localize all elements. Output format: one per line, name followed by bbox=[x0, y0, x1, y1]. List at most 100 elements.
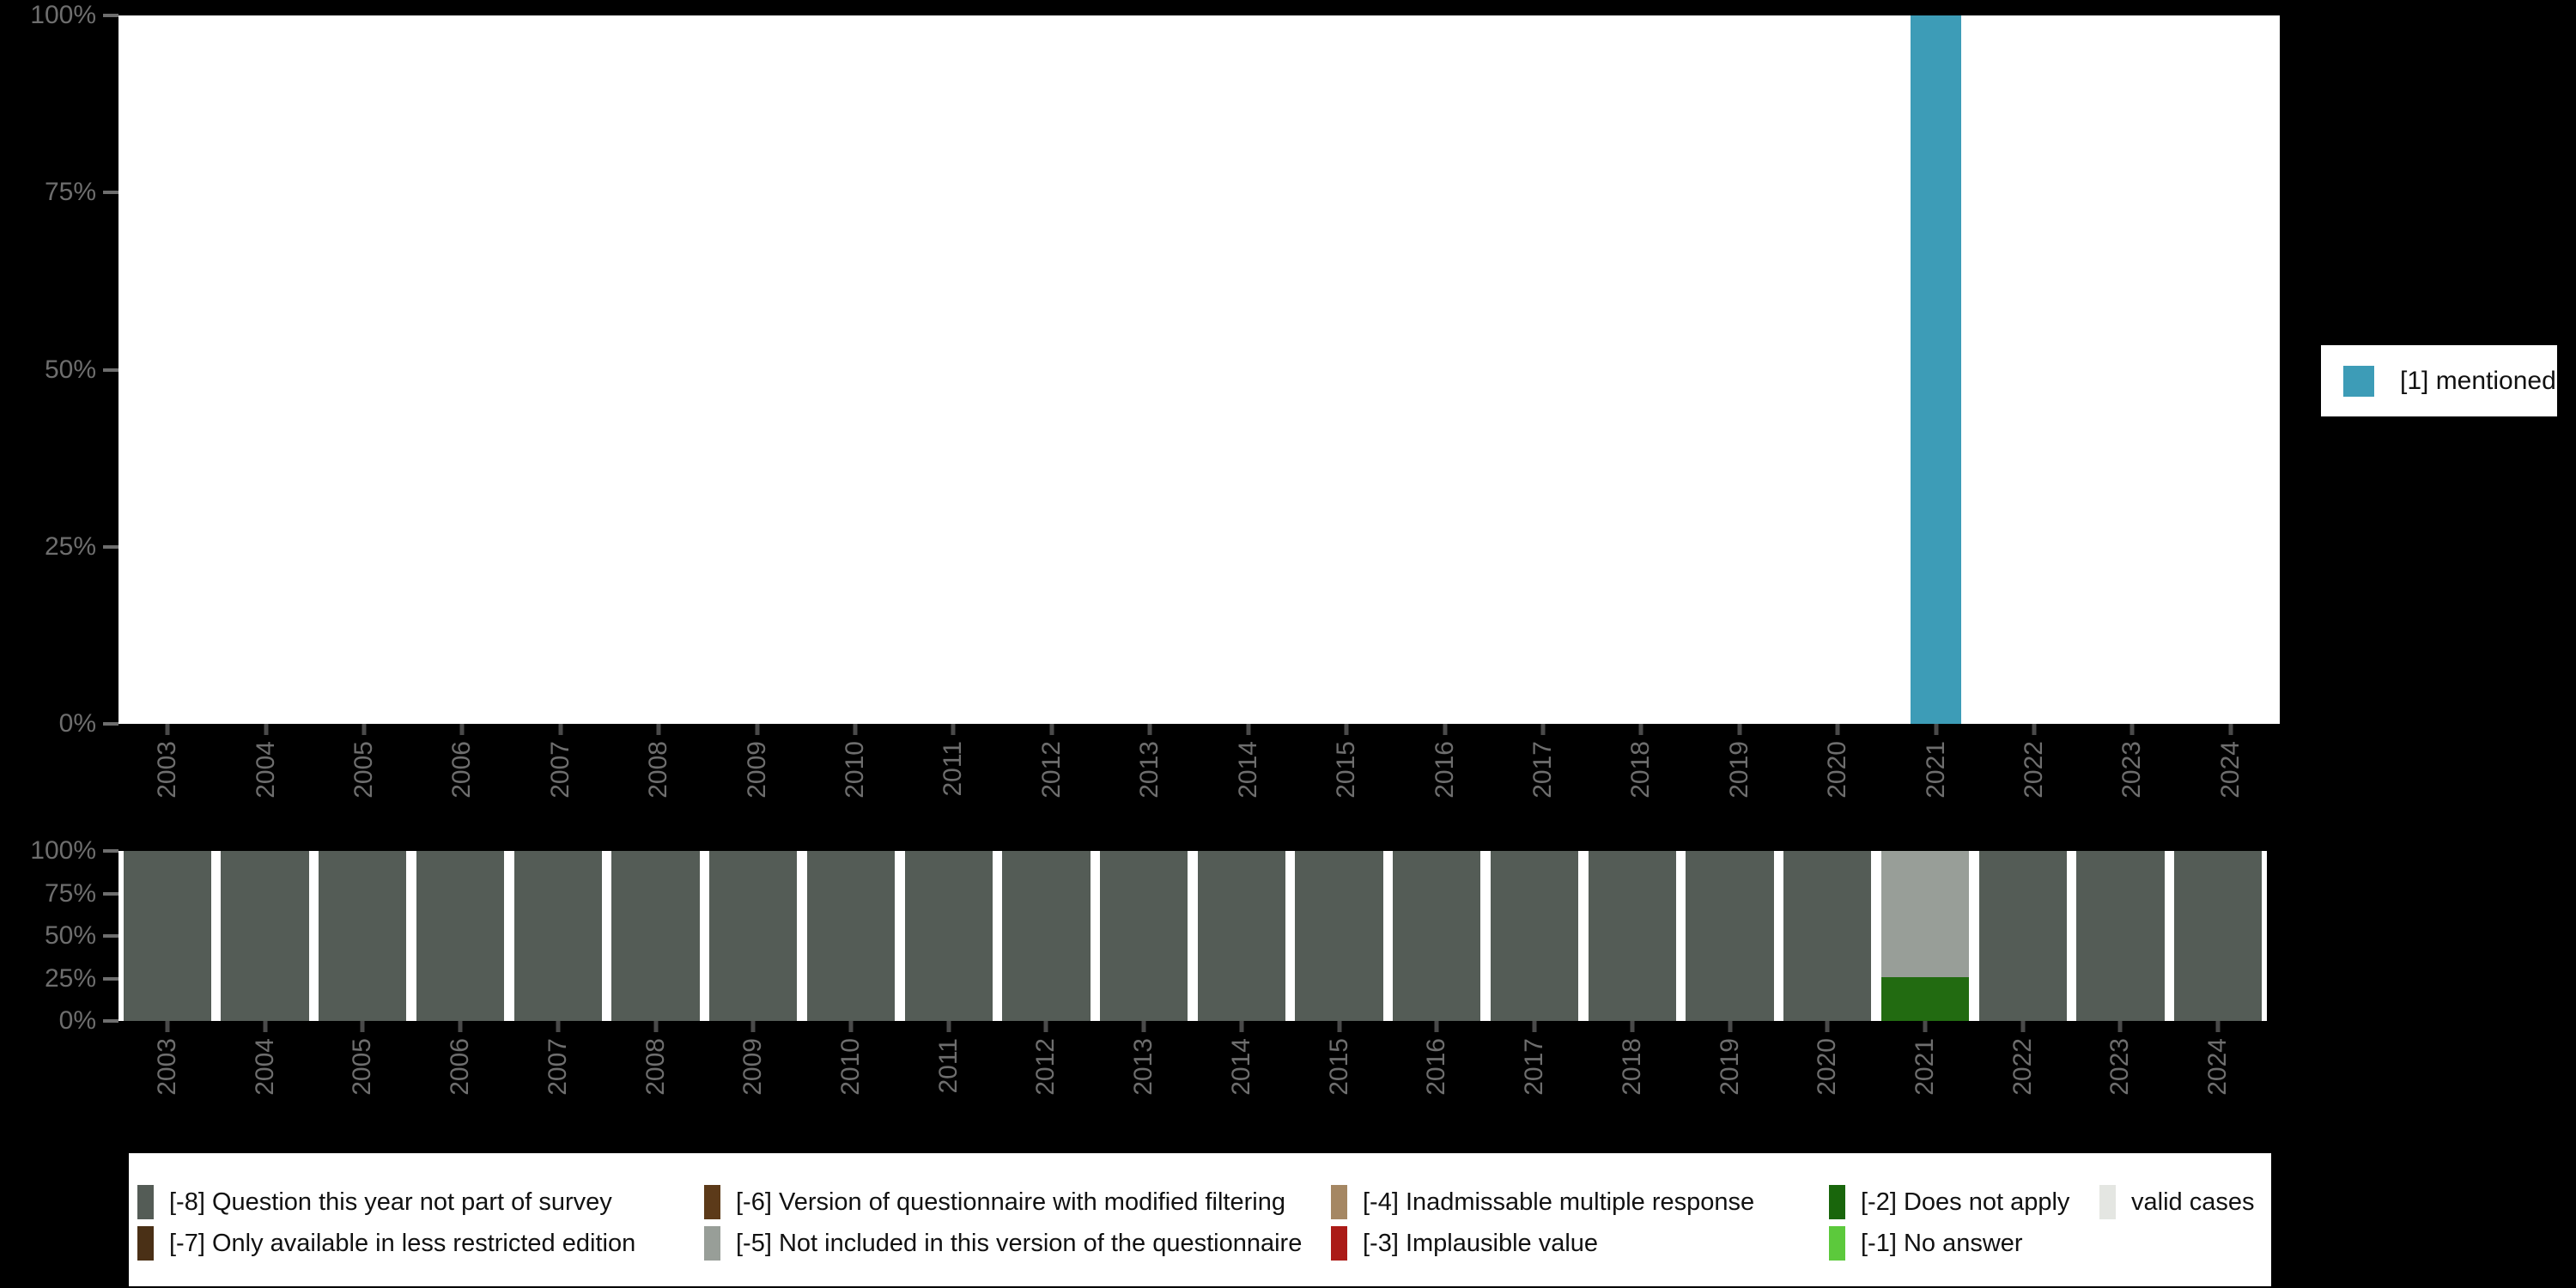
missing-values-column bbox=[221, 851, 309, 1021]
legend-swatch bbox=[2099, 1185, 2116, 1219]
missing-values-column bbox=[513, 851, 602, 1021]
main-chart-x-tick bbox=[361, 724, 367, 735]
legend-item: [-7] Only available in less restricted e… bbox=[137, 1226, 635, 1261]
main-chart-bar bbox=[1910, 15, 1962, 724]
missing-values-column bbox=[1588, 851, 1676, 1021]
main-chart-y-tick-label: 75% bbox=[44, 178, 96, 207]
legend-item: [-8] Question this year not part of surv… bbox=[137, 1185, 612, 1219]
missing-values-segment bbox=[2173, 851, 2263, 1021]
main-chart-x-tick-label: 2003 bbox=[153, 741, 182, 799]
missing-values-x-tick bbox=[653, 1021, 658, 1032]
main-chart-x-tick-label: 2005 bbox=[349, 741, 379, 799]
legend-item-label: valid cases bbox=[2131, 1188, 2255, 1216]
legend-swatch bbox=[1331, 1226, 1347, 1261]
missing-values-column bbox=[1002, 851, 1091, 1021]
missing-values-x-tick bbox=[946, 1021, 951, 1032]
missing-values-x-tick-label: 2018 bbox=[1617, 1038, 1646, 1096]
main-chart-y-tick bbox=[103, 544, 118, 549]
main-chart-x-tick-label: 2023 bbox=[2117, 741, 2147, 799]
main-chart-x-tick bbox=[558, 724, 563, 735]
main-chart-y-tick bbox=[103, 722, 118, 726]
missing-values-x-tick-label: 2020 bbox=[1813, 1038, 1842, 1096]
missing-values-panel: 0% 25% 50% 75% 100% 2003 2004 2005 2006 2007 2008… bbox=[0, 836, 2284, 1112]
main-chart-x-tick bbox=[1540, 724, 1546, 735]
missing-values-segment bbox=[1099, 851, 1188, 1021]
main-chart-y-tick-label: 50% bbox=[44, 355, 96, 384]
main-chart-x-tick bbox=[1934, 724, 1939, 735]
legend-item-label: [-2] Does not apply bbox=[1861, 1188, 2070, 1216]
main-chart-x-tick-label: 2008 bbox=[644, 741, 673, 799]
missing-values-x-tick-label: 2010 bbox=[835, 1038, 865, 1096]
missing-values-segment bbox=[1393, 851, 1481, 1021]
missing-values-plot-area bbox=[118, 851, 2267, 1021]
missing-values-segment bbox=[1783, 851, 1872, 1021]
missing-values-column bbox=[709, 851, 798, 1021]
main-chart-x-tick-label: 2017 bbox=[1528, 741, 1557, 799]
main-chart-y-axis: 0% 25% 50% 75% 100% bbox=[0, 0, 118, 739]
missing-values-segment bbox=[611, 851, 700, 1021]
missing-values-x-tick-label: 2009 bbox=[738, 1038, 768, 1096]
legend-item: [-2] Does not apply bbox=[1829, 1185, 2069, 1219]
missing-values-column bbox=[1978, 851, 2067, 1021]
main-chart-x-tick bbox=[1344, 724, 1349, 735]
missing-values-y-tick bbox=[103, 891, 118, 896]
legend-item: [-1] No answer bbox=[1829, 1226, 2023, 1261]
missing-values-x-tick bbox=[750, 1021, 756, 1032]
main-chart-y-tick-label: 0% bbox=[58, 709, 96, 738]
main-chart-x-tick bbox=[2129, 724, 2135, 735]
missing-values-x-tick-label: 2021 bbox=[1910, 1038, 1939, 1096]
main-chart-x-tick-label: 2010 bbox=[841, 741, 870, 799]
missing-values-x-tick bbox=[1728, 1021, 1732, 1032]
missing-values-x-tick-label: 2024 bbox=[2203, 1038, 2233, 1096]
missing-values-segment bbox=[1295, 851, 1383, 1021]
main-chart-x-tick bbox=[853, 724, 858, 735]
legend-item: [-6] Version of questionnaire with modif… bbox=[704, 1185, 1285, 1219]
legend-item: [-4] Inadmissable multiple response bbox=[1331, 1185, 1754, 1219]
missing-values-column bbox=[416, 851, 505, 1021]
missing-values-x-tick-label: 2005 bbox=[348, 1038, 377, 1096]
main-chart-plot-area bbox=[118, 15, 2280, 724]
missing-values-x-tick-label: 2016 bbox=[1422, 1038, 1451, 1096]
missing-values-column bbox=[904, 851, 993, 1021]
legend-item-label: [-6] Version of questionnaire with modif… bbox=[736, 1188, 1285, 1216]
missing-values-x-tick bbox=[1141, 1021, 1146, 1032]
missing-values-x-tick-label: 2015 bbox=[1324, 1038, 1353, 1096]
legend-swatch bbox=[137, 1226, 154, 1261]
main-chart-panel: 0% 25% 50% 75% 100% 2003 2004 2005 2006 2007 2008… bbox=[0, 0, 2280, 799]
missing-values-x-tick-label: 2004 bbox=[250, 1038, 279, 1096]
missing-values-segment bbox=[1002, 851, 1091, 1021]
legend-item: [-3] Implausible value bbox=[1331, 1226, 1598, 1261]
main-chart-y-tick-label: 100% bbox=[30, 1, 96, 29]
missing-values-column bbox=[1295, 851, 1383, 1021]
missing-values-segment bbox=[904, 851, 993, 1021]
main-chart-x-tick-label: 2004 bbox=[251, 741, 280, 799]
missing-values-legend: [-8] Question this year not part of surv… bbox=[129, 1153, 2271, 1286]
main-chart-y-tick-label: 25% bbox=[44, 532, 96, 561]
main-chart-x-tick-label: 2013 bbox=[1135, 741, 1164, 799]
legend-item-label: [-5] Not included in this version of the… bbox=[736, 1229, 1303, 1257]
missing-values-segment bbox=[123, 851, 212, 1021]
missing-values-segment bbox=[1880, 851, 1970, 977]
missing-values-x-tick-label: 2012 bbox=[1031, 1038, 1060, 1096]
missing-values-y-tick-label: 25% bbox=[44, 963, 96, 993]
missing-values-x-tick bbox=[1434, 1021, 1439, 1032]
legend-swatch bbox=[137, 1185, 154, 1219]
main-chart-x-tick-label: 2006 bbox=[447, 741, 477, 799]
missing-values-x-tick bbox=[2020, 1021, 2026, 1032]
missing-values-segment bbox=[1197, 851, 1286, 1021]
missing-values-segment bbox=[319, 851, 407, 1021]
main-chart-x-tick bbox=[459, 724, 465, 735]
missing-values-y-tick bbox=[103, 934, 118, 938]
main-chart-x-tick bbox=[1835, 724, 1840, 735]
missing-values-column bbox=[1099, 851, 1188, 1021]
missing-values-segment bbox=[1880, 976, 1970, 1021]
main-chart-x-tick-label: 2009 bbox=[742, 741, 771, 799]
main-chart-x-tick-label: 2022 bbox=[2019, 741, 2048, 799]
legend-item-label: [-3] Implausible value bbox=[1363, 1229, 1599, 1257]
missing-values-x-tick-label: 2011 bbox=[933, 1038, 963, 1094]
missing-values-segment bbox=[1490, 851, 1579, 1021]
missing-values-x-tick-label: 2013 bbox=[1129, 1038, 1158, 1096]
main-chart-x-tick bbox=[755, 724, 760, 735]
missing-values-segment bbox=[2076, 851, 2165, 1021]
